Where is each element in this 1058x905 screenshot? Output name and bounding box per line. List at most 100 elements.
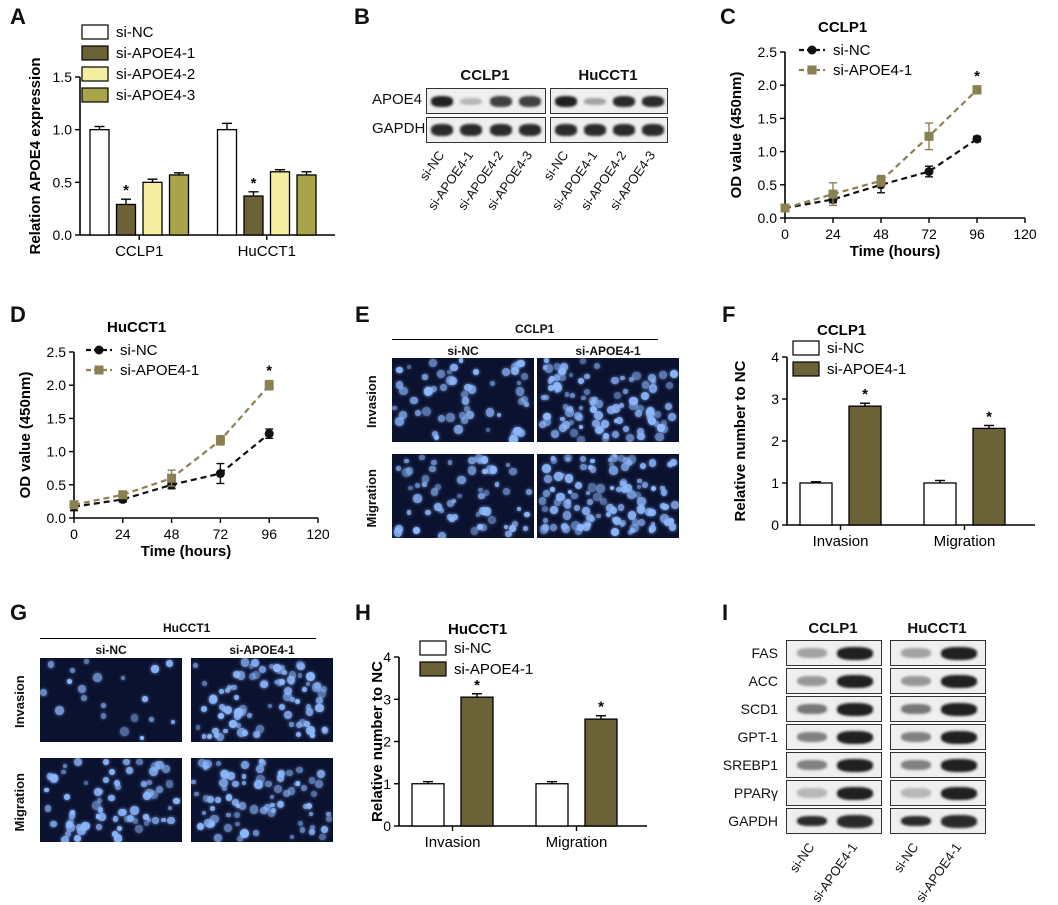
y-tick-label: 1 (383, 776, 391, 792)
cell (618, 402, 625, 409)
cell (501, 367, 511, 377)
blot-row-label: SREBP1 (722, 757, 778, 773)
bar (269, 171, 291, 236)
cell (149, 766, 159, 776)
cell (458, 358, 464, 363)
cell (246, 712, 252, 718)
cell (587, 464, 593, 470)
cell (562, 421, 571, 430)
cell (668, 518, 675, 525)
cell (282, 669, 288, 676)
cell (603, 432, 610, 439)
cell (577, 524, 585, 532)
cell (410, 396, 418, 405)
y-axis-label: OD value (450nm) (17, 372, 34, 499)
legend-swatch (81, 45, 109, 61)
cell (509, 435, 518, 442)
panel-label-a: A (10, 4, 26, 29)
cell (543, 365, 548, 370)
cell (544, 358, 549, 363)
cell (514, 360, 522, 369)
y-tick-label: 0.0 (53, 227, 73, 243)
cell (241, 780, 247, 786)
cell (123, 758, 130, 766)
cell (461, 390, 468, 398)
cell (553, 374, 561, 381)
cell (73, 758, 82, 767)
cell (201, 734, 207, 739)
data-point (828, 189, 838, 199)
cell (223, 705, 232, 714)
cell (60, 835, 70, 842)
cell (295, 781, 301, 786)
cell (97, 807, 104, 813)
legend-marker (94, 345, 104, 355)
cell (611, 516, 618, 523)
legend-label: si-NC (120, 342, 158, 359)
cell (506, 462, 511, 467)
cell (589, 396, 596, 404)
blot-row-box (550, 88, 668, 114)
y-tick-label: 0.5 (758, 177, 778, 193)
x-tick-label: 120 (1013, 226, 1037, 242)
cell (580, 463, 587, 471)
cell (300, 827, 306, 833)
cell (511, 520, 519, 528)
cell (609, 466, 618, 475)
cell (216, 733, 225, 742)
chart-title: CCLP1 (817, 322, 866, 339)
blot-band (836, 730, 873, 744)
cell (660, 485, 666, 491)
cell (600, 420, 609, 429)
legend-marker (807, 65, 817, 75)
blot-band (430, 95, 453, 107)
cell (617, 454, 625, 462)
cell (210, 805, 216, 811)
cell (109, 769, 115, 775)
cell (425, 509, 431, 516)
x-tick-label: Migration (546, 834, 608, 851)
cell (69, 667, 75, 673)
legend-swatch (419, 640, 447, 656)
bar (584, 718, 618, 827)
cell (609, 461, 614, 467)
y-axis-label: Relative number to NC (732, 360, 749, 521)
cell (283, 692, 292, 701)
cell (141, 781, 147, 787)
cell (407, 485, 413, 491)
cell (481, 456, 489, 464)
x-tick-label: CCLP1 (115, 243, 163, 260)
cell (595, 400, 603, 408)
x-tick-label: 72 (213, 526, 229, 542)
cell (648, 384, 658, 393)
y-axis-label: OD value (450nm) (728, 72, 745, 199)
cell (146, 818, 151, 823)
cell (314, 779, 323, 788)
cell (218, 713, 224, 720)
cell (144, 821, 149, 827)
cell (321, 686, 328, 693)
cell (636, 404, 645, 413)
cell (614, 418, 619, 424)
cell (611, 403, 621, 413)
cell (644, 508, 653, 517)
cell (234, 821, 240, 827)
x-tick-label: 24 (825, 226, 841, 242)
cell (64, 830, 71, 837)
blot-band (583, 124, 606, 136)
cell (202, 795, 210, 802)
legend-label: si-APOE4-3 (116, 87, 195, 104)
cell (560, 363, 569, 372)
cell (432, 431, 439, 438)
cell (161, 817, 166, 823)
cell (450, 363, 458, 372)
blot-row-box (786, 640, 882, 666)
cell (593, 362, 600, 369)
cell (541, 394, 547, 400)
cell (297, 673, 302, 678)
bar (460, 696, 494, 827)
cell (587, 499, 593, 505)
cell (664, 402, 673, 411)
y-tick-label: 4 (383, 649, 391, 665)
cell (480, 523, 487, 531)
